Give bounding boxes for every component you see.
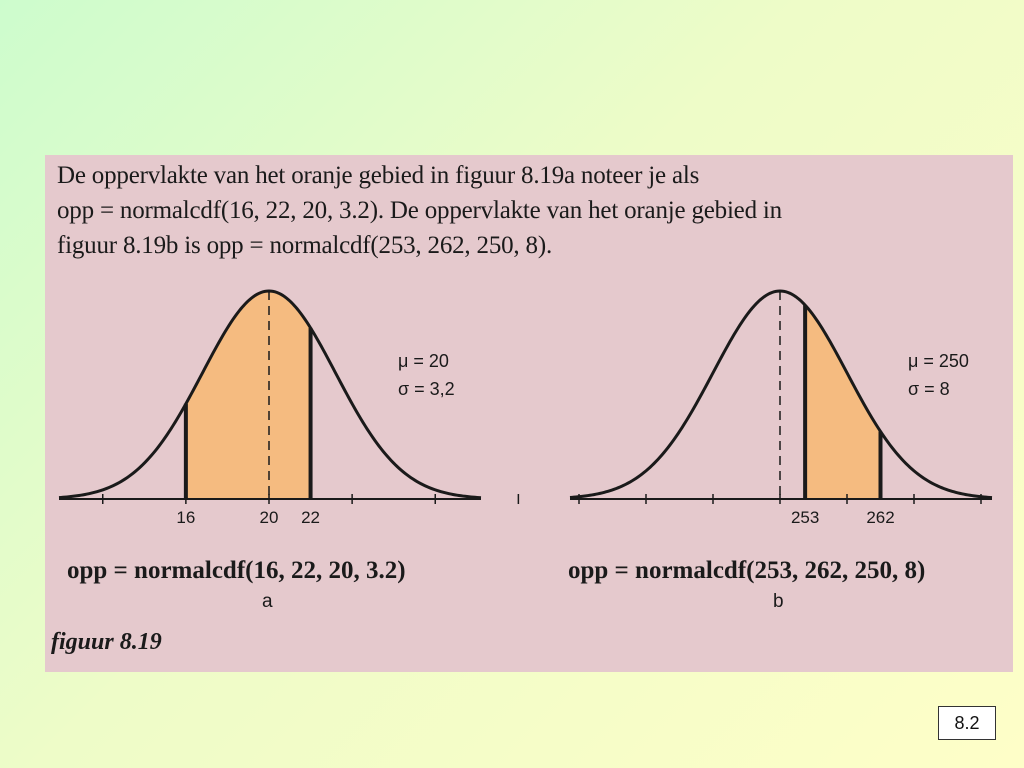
- sublabel-a: a: [262, 591, 273, 612]
- formula-b: opp = normalcdf(253, 262, 250, 8): [568, 557, 926, 584]
- sigma-label-b: σ = 8: [908, 379, 950, 399]
- tick-label-b-1: 262: [866, 508, 894, 527]
- intro-line-1: De oppervlakte van het oranje gebied in …: [57, 162, 700, 189]
- normal-curve-b: [569, 289, 993, 500]
- tick-label-a-1: 20: [260, 508, 279, 527]
- slide-number: 8.2: [938, 706, 996, 740]
- shaded-area-b: [805, 305, 881, 499]
- figure-caption: figuur 8.19: [51, 629, 162, 655]
- mu-label-b: μ = 250: [908, 351, 969, 371]
- normal-curve-a: [58, 289, 482, 500]
- mu-label-a: μ = 20: [398, 351, 449, 371]
- intro-line-3: figuur 8.19b is opp = normalcdf(253, 262…: [57, 232, 553, 259]
- tick-label-a-0: 16: [176, 508, 195, 527]
- normal-curves: 16 20 22 μ = 20 σ = 3,2 253 262 μ = 250 σ = 8: [58, 289, 993, 527]
- intro-line-2: opp = normalcdf(16, 22, 20, 3.2). De opp…: [57, 197, 782, 224]
- tick-label-a-2: 22: [301, 508, 320, 527]
- tick-label-b-0: 253: [791, 508, 819, 527]
- figure-panel: De oppervlakte van het oranje gebied in …: [45, 155, 1013, 672]
- sigma-label-a: σ = 3,2: [398, 379, 455, 399]
- formula-a: opp = normalcdf(16, 22, 20, 3.2): [67, 557, 406, 584]
- sublabel-b: b: [773, 591, 784, 612]
- shaded-area-a: [185, 291, 311, 499]
